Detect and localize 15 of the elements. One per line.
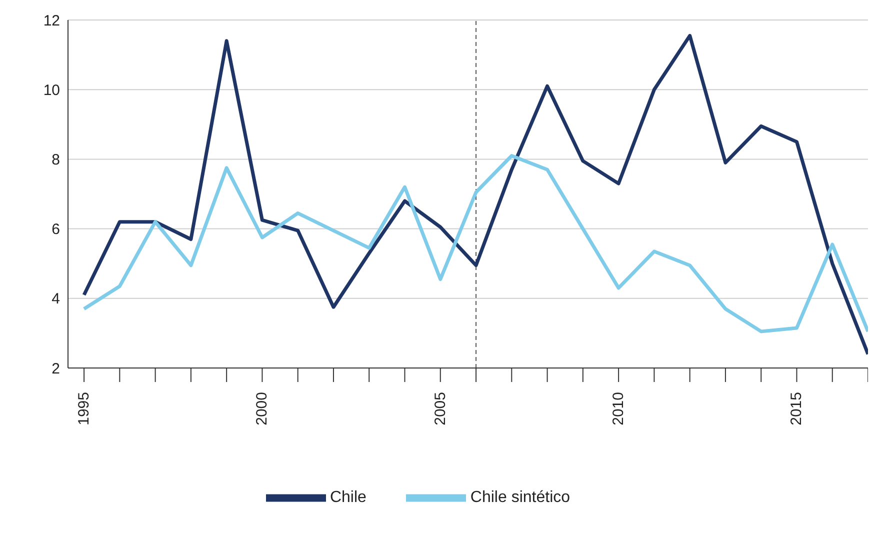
y-tick-label: 2 (52, 360, 60, 378)
y-tick-label: 6 (52, 221, 60, 238)
line-series (82, 154, 868, 334)
y-tick-label: 12 (43, 12, 60, 30)
y-tick-label: 8 (52, 152, 60, 169)
x-tick-label: 2000 (254, 392, 271, 426)
line-series (82, 34, 868, 356)
legend-label: Chile sintético (470, 489, 570, 506)
y-tick-label: 10 (43, 82, 60, 99)
x-tick-label: 2010 (610, 392, 628, 426)
x-tick-label: 1995 (76, 392, 93, 426)
legend-label: Chile (330, 489, 366, 506)
x-tick-label: 2005 (432, 392, 449, 426)
x-tick-label: 2015 (788, 392, 806, 426)
y-tick-label: 4 (52, 290, 60, 308)
